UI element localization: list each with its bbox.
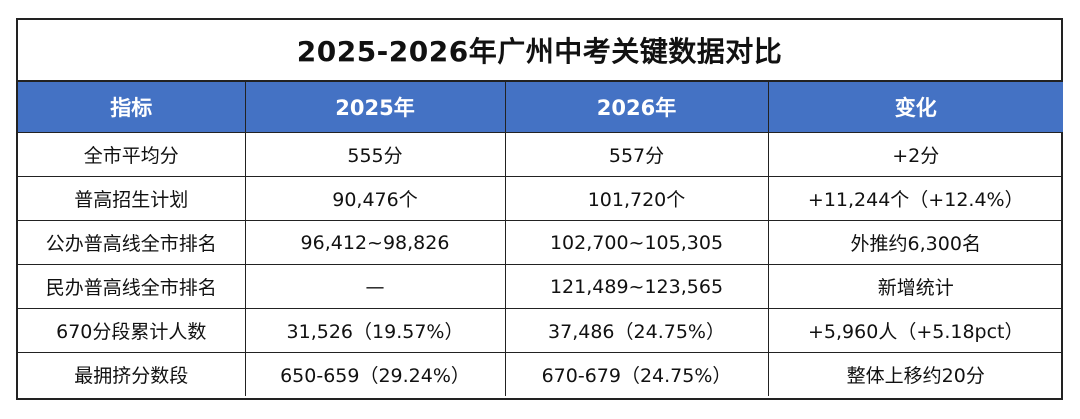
row-label: 普高招生计划 (18, 176, 246, 221)
comparison-table: 指标 2025年 2026年 变化 全市平均分 555分 557分 +2分 普高… (18, 82, 1063, 396)
cell-2026: 101,720个 (504, 176, 769, 221)
cell-change: 外推约6,300名 (767, 220, 1063, 265)
table-row: 最拥挤分数段 650-659（29.24%） 670-679（24.75%） 整… (18, 352, 1063, 396)
cell-2025: 96,412~98,826 (244, 220, 506, 265)
cell-2026: 37,486（24.75%） (504, 308, 769, 353)
header-row: 指标 2025年 2026年 变化 (18, 82, 1063, 133)
row-label: 民办普高线全市排名 (18, 264, 246, 309)
header-2026: 2026年 (504, 82, 769, 133)
comparison-table-card: 2025-2026年广州中考关键数据对比 指标 2025年 2026年 变化 全… (16, 18, 1063, 400)
table-title: 2025-2026年广州中考关键数据对比 (18, 20, 1061, 82)
header-2025: 2025年 (244, 82, 506, 133)
table-row: 全市平均分 555分 557分 +2分 (18, 132, 1063, 177)
header-indicator: 指标 (18, 82, 246, 133)
cell-2025: 555分 (244, 132, 506, 177)
table-row: 公办普高线全市排名 96,412~98,826 102,700~105,305 … (18, 220, 1063, 265)
row-label: 670分段累计人数 (18, 308, 246, 353)
cell-2025: 31,526（19.57%） (244, 308, 506, 353)
cell-2026: 121,489~123,565 (504, 264, 769, 309)
cell-change: +2分 (767, 132, 1063, 177)
cell-2025: 90,476个 (244, 176, 506, 221)
row-label: 全市平均分 (18, 132, 246, 177)
table-row: 670分段累计人数 31,526（19.57%） 37,486（24.75%） … (18, 308, 1063, 353)
cell-change: 整体上移约20分 (767, 352, 1063, 396)
table-row: 普高招生计划 90,476个 101,720个 +11,244个（+12.4%） (18, 176, 1063, 221)
cell-change: +5,960人（+5.18pct） (767, 308, 1063, 353)
cell-2026: 670-679（24.75%） (504, 352, 769, 396)
cell-change: +11,244个（+12.4%） (767, 176, 1063, 221)
cell-2025: 650-659（29.24%） (244, 352, 506, 396)
table-row: 民办普高线全市排名 — 121,489~123,565 新增统计 (18, 264, 1063, 309)
row-label: 公办普高线全市排名 (18, 220, 246, 265)
cell-change: 新增统计 (767, 264, 1063, 309)
header-change: 变化 (767, 82, 1063, 133)
row-label: 最拥挤分数段 (18, 352, 246, 396)
cell-2026: 557分 (504, 132, 769, 177)
cell-2026: 102,700~105,305 (504, 220, 769, 265)
cell-2025: — (244, 264, 506, 309)
